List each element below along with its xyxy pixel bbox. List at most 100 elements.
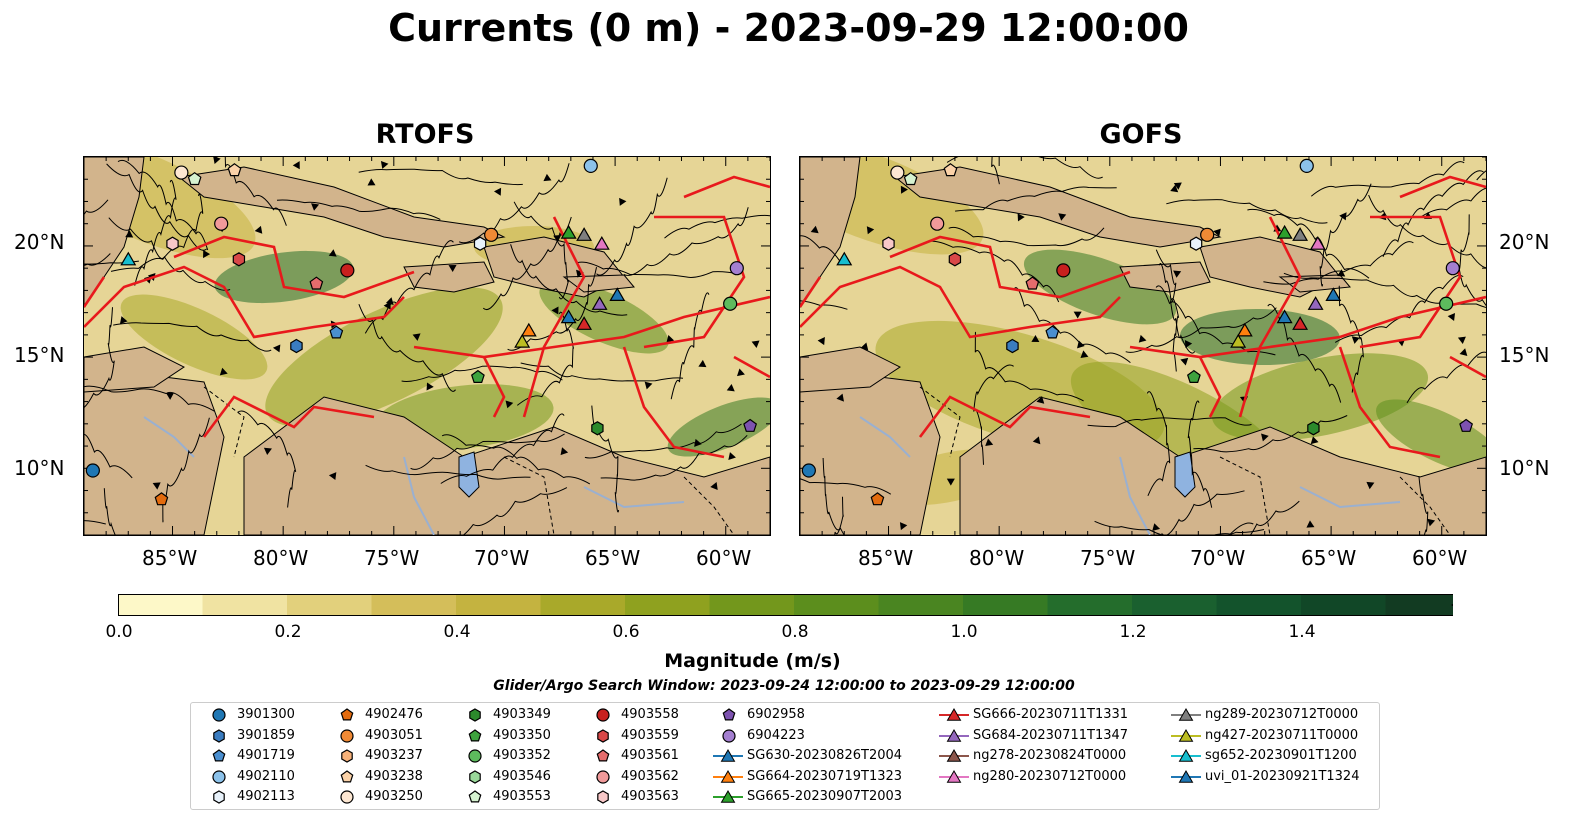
float-marker-uvi_01-20230921T1324[interactable] <box>609 287 626 301</box>
lon-label-80w-left: 80°W <box>253 546 309 570</box>
eez-boundary <box>84 265 405 339</box>
float-marker-3901859[interactable] <box>290 338 303 354</box>
float-marker-4903051[interactable] <box>484 227 499 242</box>
colorbar-segment <box>1216 594 1302 616</box>
float-marker-4903250[interactable] <box>890 165 905 180</box>
float-marker-ng289-20230712T0000[interactable] <box>1292 227 1309 241</box>
float-marker-4903349[interactable] <box>591 421 604 436</box>
lake <box>1174 451 1196 498</box>
float-marker-SG664-20230719T1323[interactable] <box>520 322 537 337</box>
eez-boundary <box>683 175 770 199</box>
float-marker-4903553[interactable] <box>187 171 202 186</box>
float-marker-4903238[interactable] <box>943 163 958 177</box>
float-marker-ng427-20230711T0000[interactable] <box>1230 333 1247 348</box>
streamline <box>973 364 1014 465</box>
float-marker-4902110[interactable] <box>1299 158 1314 173</box>
float-marker-SG684-20230711T1347[interactable] <box>1307 296 1324 310</box>
float-marker-4903238[interactable] <box>227 163 242 177</box>
float-marker-4903553[interactable] <box>903 171 918 186</box>
float-marker-SG684-20230711T1347[interactable] <box>591 296 608 310</box>
float-marker-4902476[interactable] <box>154 492 169 506</box>
float-marker-SG630-20230826T2004[interactable] <box>560 309 577 324</box>
figure-title: Currents (0 m) - 2023-09-29 12:00:00 <box>388 6 1189 50</box>
flow-arrow <box>1427 518 1436 527</box>
legend-marker <box>468 728 482 741</box>
streamline <box>84 385 215 412</box>
flow-arrow <box>644 381 653 390</box>
float-marker-4903558[interactable] <box>1056 263 1071 278</box>
float-marker-SG665-20230907T2003[interactable] <box>1276 224 1293 239</box>
float-marker-SG666-20230711T1331[interactable] <box>1292 316 1309 330</box>
float-marker-sg652-20230901T1200[interactable] <box>836 251 853 266</box>
flow-arrow <box>1180 357 1189 366</box>
streamline <box>1382 170 1484 257</box>
eez-boundary <box>1399 175 1486 199</box>
streamline <box>1155 285 1276 356</box>
float-marker-uvi_01-20230921T1324[interactable] <box>1325 287 1342 301</box>
legend-marker <box>340 708 354 721</box>
float-marker-6902958[interactable] <box>743 418 758 432</box>
float-marker-4903562[interactable] <box>214 216 229 231</box>
float-marker-4903352[interactable] <box>723 296 738 311</box>
land-mass <box>959 396 1486 535</box>
float-marker-4903559[interactable] <box>232 252 246 267</box>
colorbar-tick: 0.0 <box>105 622 133 642</box>
marker-symbol <box>470 369 485 383</box>
float-marker-3901859[interactable] <box>1006 338 1019 354</box>
float-marker-4901719[interactable] <box>329 325 344 339</box>
flow-arrow <box>551 306 559 315</box>
float-marker-ng427-20230711T0000[interactable] <box>514 333 531 348</box>
streamline <box>926 240 1060 303</box>
triangle-line-icon <box>1171 728 1201 742</box>
flow-arrow <box>710 481 718 490</box>
river <box>1299 486 1401 509</box>
legend-label: 4903559 <box>621 727 679 743</box>
float-marker-4903563[interactable] <box>166 236 179 251</box>
float-marker-4903350[interactable] <box>1186 369 1201 383</box>
flow-arrow <box>728 452 736 461</box>
float-marker-4903563[interactable] <box>882 236 895 251</box>
colorbar-tick: 0.8 <box>781 622 809 642</box>
float-marker-4902113[interactable] <box>1189 236 1203 251</box>
marker-symbol <box>583 158 598 173</box>
flow-arrow <box>292 161 300 170</box>
float-marker-4901719[interactable] <box>1045 325 1060 339</box>
float-marker-SG665-20230907T2003[interactable] <box>560 224 577 239</box>
float-marker-6902958[interactable] <box>1459 418 1474 432</box>
float-marker-3901300[interactable] <box>85 463 100 478</box>
float-marker-4903558[interactable] <box>340 263 355 278</box>
marker-symbol <box>576 227 593 241</box>
float-marker-4902113[interactable] <box>473 236 487 251</box>
float-marker-4903562[interactable] <box>930 216 945 231</box>
float-marker-SG630-20230826T2004[interactable] <box>1276 309 1293 324</box>
float-marker-4903051[interactable] <box>1200 227 1215 242</box>
float-marker-4903561[interactable] <box>1025 276 1040 290</box>
marker-symbol <box>174 165 189 180</box>
float-marker-4903352[interactable] <box>1439 296 1454 311</box>
marker-symbol <box>1276 224 1293 239</box>
float-marker-SG666-20230711T1331[interactable] <box>576 316 593 330</box>
marker-symbol <box>743 418 758 432</box>
float-marker-sg652-20230901T1200[interactable] <box>120 251 137 266</box>
country-border <box>203 386 245 458</box>
float-marker-4903250[interactable] <box>174 165 189 180</box>
float-marker-6904223[interactable] <box>729 261 744 276</box>
float-marker-4902110[interactable] <box>583 158 598 173</box>
float-marker-ng280-20230712T0000[interactable] <box>593 235 610 250</box>
float-marker-4903350[interactable] <box>470 369 485 383</box>
float-marker-3901300[interactable] <box>801 463 816 478</box>
eez-boundary <box>522 216 586 418</box>
float-marker-SG664-20230719T1323[interactable] <box>1236 322 1253 337</box>
flow-arrow <box>1152 523 1161 531</box>
float-marker-4903349[interactable] <box>1307 421 1320 436</box>
legend-marker <box>722 708 736 721</box>
legend-label: ng289-20230712T0000 <box>1205 707 1359 722</box>
float-marker-6904223[interactable] <box>1445 261 1460 276</box>
float-marker-4903559[interactable] <box>948 252 962 267</box>
float-marker-4903561[interactable] <box>309 276 324 290</box>
float-marker-ng289-20230712T0000[interactable] <box>576 227 593 241</box>
colorbar-segment <box>1385 594 1471 616</box>
float-marker-ng280-20230712T0000[interactable] <box>1309 235 1326 250</box>
search-window-label: Glider/Argo Search Window: 2023-09-24 12… <box>493 678 1075 694</box>
float-marker-4902476[interactable] <box>870 492 885 506</box>
